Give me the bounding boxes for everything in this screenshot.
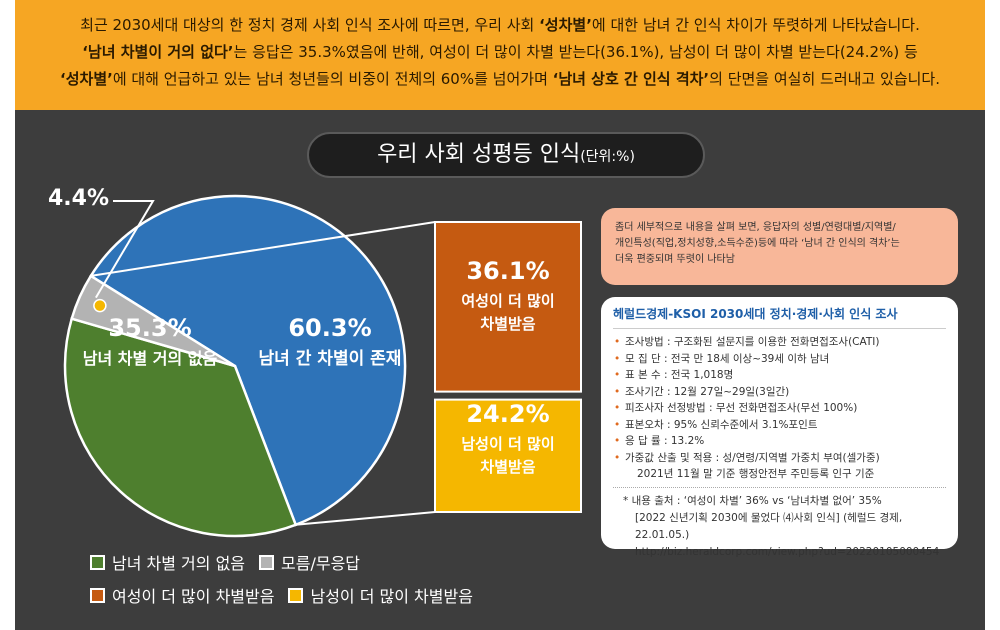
survey-item: 피조사자 선정방법 : 무선 전화면접조사(무선 100%)	[613, 400, 946, 417]
connector-line-top	[90, 221, 436, 277]
label-male: 24.2% 남성이 더 많이 차별받음	[435, 395, 581, 479]
detail-note: 좀더 세부적으로 내용을 살펴 보면, 응답자의 성별/연령대별/지역별/ 개인…	[601, 208, 958, 285]
value-female: 36.1%	[466, 257, 550, 285]
chart-unit: (단위:%)	[580, 149, 635, 165]
name-none: 남녀 차별 거의 없음	[82, 349, 218, 368]
survey-title: 헤럴드경제-KSOI 2030세대 정치·경제·사회 인식 조사	[613, 305, 946, 329]
label-none: 35.3% 남녀 차별 거의 없음	[75, 310, 225, 372]
value-discrimination: 60.3%	[288, 314, 372, 342]
legend-label-unknown: 모름/무응답	[281, 554, 361, 573]
survey-item: 조사기간 : 12월 27일~29일(3일간)	[613, 384, 946, 401]
leader-dot	[93, 298, 107, 313]
value-unknown: 4.4%	[48, 186, 110, 211]
name-discrimination: 남녀 간 차별이 존재	[258, 349, 402, 369]
survey-info-box: 헤럴드경제-KSOI 2030세대 정치·경제·사회 인식 조사 조사방법 : …	[601, 297, 958, 558]
source-citation: * 내용 출처 : ‘여성이 차별’ 36% vs ‘남녀차별 없어’ 35% …	[613, 487, 946, 561]
intro-line-2: ‘남녀 차별이 거의 없다’는 응답은 35.3%였음에 반해, 여성이 더 많…	[82, 43, 918, 61]
legend-row-2: 여성이 더 많이 차별받음 남성이 더 많이 차별받음	[90, 583, 487, 607]
survey-items: 조사방법 : 구조화된 설문지를 이용한 전화면접조사(CATI) 모 집 단 …	[613, 334, 946, 466]
survey-item-continued: 2021년 11월 말 기준 행정안전부 주민등록 인구 기준	[637, 468, 875, 480]
source-url: http://biz.heraldcorp.com/view.php?ud=20…	[635, 546, 940, 558]
name-female-l1: 여성이 더 많이	[461, 292, 555, 310]
legend-swatch-female	[90, 587, 105, 603]
intro-line-3: ‘성차별’에 대해 언급하고 있는 남녀 청년들의 비중이 전체의 60%를 넘…	[60, 70, 940, 88]
pie-slice-none	[63, 317, 298, 538]
pie-slice-discrimination	[89, 194, 407, 527]
legend-label-none: 남녀 차별 거의 없음	[112, 554, 246, 573]
chart-title: 우리 사회 성평등 인식(단위:%)	[307, 132, 705, 178]
name-male-l1: 남성이 더 많이	[461, 435, 555, 453]
legend-label-female: 여성이 더 많이 차별받음	[112, 587, 275, 606]
content-panel: 최근 2030세대 대상의 한 정치 경제 사회 인식 조사에 따르면, 우리 …	[15, 0, 985, 630]
name-male-l2: 차별받음	[480, 458, 536, 476]
breakdown-bar-male	[434, 398, 582, 514]
label-female: 36.1% 여성이 더 많이 차별받음	[435, 252, 581, 336]
intro-banner: 최근 2030세대 대상의 한 정치 경제 사회 인식 조사에 따르면, 우리 …	[15, 0, 985, 110]
legend-swatch-none	[90, 554, 105, 570]
survey-item: 가중값 산출 및 적용 : 성/연령/지역별 가중치 부여(셀가중)	[613, 450, 946, 467]
connector-line-bottom	[295, 511, 436, 526]
survey-item: 표 본 수 : 전국 1,018명	[613, 367, 946, 384]
survey-item: 조사방법 : 구조화된 설문지를 이용한 전화면접조사(CATI)	[613, 334, 946, 351]
value-male: 24.2%	[466, 400, 550, 428]
pie-slice-unknown	[70, 274, 236, 368]
legend-label-male: 남성이 더 많이 차별받음	[310, 587, 473, 606]
legend-swatch-unknown	[259, 554, 275, 570]
leader-line	[95, 200, 155, 299]
survey-item: 응 답 률 : 13.2%	[613, 433, 946, 450]
intro-line-1: 최근 2030세대 대상의 한 정치 경제 사회 인식 조사에 따르면, 우리 …	[80, 16, 920, 34]
breakdown-bar-female	[434, 221, 582, 393]
pie-chart	[63, 194, 582, 538]
label-discrimination: 60.3% 남녀 간 차별이 존재	[215, 310, 445, 372]
survey-item: 표본오차 : 95% 신뢰수준에서 3.1%포인트	[613, 417, 946, 434]
name-female-l2: 차별받음	[480, 315, 536, 333]
value-none: 35.3%	[108, 314, 192, 342]
legend-swatch-male	[288, 587, 304, 603]
legend-row-1: 남녀 차별 거의 없음 모름/무응답	[90, 550, 374, 574]
survey-item: 모 집 단 : 전국 만 18세 이상~39세 이하 남녀	[613, 351, 946, 368]
